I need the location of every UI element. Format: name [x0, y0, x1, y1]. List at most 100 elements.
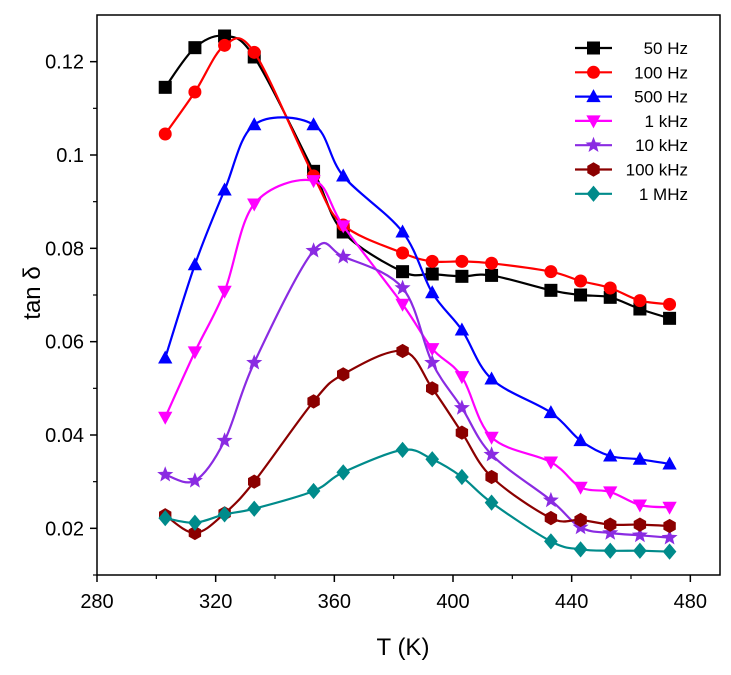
data-point: [306, 117, 321, 131]
x-tick-label: 480: [674, 591, 707, 613]
data-point: [484, 494, 499, 511]
data-point: [483, 446, 500, 462]
x-axis-label: T (K): [377, 634, 430, 661]
data-point: [544, 265, 558, 279]
series-line: [164, 116, 670, 465]
series-line: [165, 448, 670, 553]
data-point: [158, 350, 173, 364]
data-point: [603, 448, 618, 462]
y-tick-label: 0.08: [45, 238, 84, 260]
data-point: [484, 371, 499, 385]
data-point: [425, 254, 439, 268]
data-point: [426, 381, 439, 396]
data-point: [395, 441, 410, 459]
data-point: [603, 542, 618, 559]
data-point: [455, 254, 469, 268]
data-point: [425, 451, 440, 468]
data-point: [188, 41, 202, 55]
data-point: [188, 525, 202, 541]
data-point: [425, 285, 440, 299]
legend-label: 1 kHz: [645, 112, 688, 131]
legend-marker: [586, 89, 601, 103]
data-point: [396, 343, 409, 359]
data-point: [542, 491, 559, 508]
data-point: [157, 466, 174, 482]
data-point: [218, 38, 232, 52]
x-tick-label: 440: [555, 591, 588, 613]
legend-marker: [586, 115, 601, 129]
data-point: [544, 283, 558, 297]
legend-marker: [587, 162, 600, 177]
data-point: [395, 298, 410, 312]
data-point: [484, 431, 499, 445]
data-point: [454, 371, 470, 385]
data-point: [158, 80, 172, 94]
data-point: [396, 246, 410, 260]
x-tick-label: 400: [436, 591, 469, 613]
data-point: [485, 469, 498, 485]
data-point: [663, 518, 676, 534]
data-point: [662, 456, 677, 470]
data-point: [217, 285, 232, 299]
data-point: [336, 220, 351, 234]
data-point: [604, 517, 617, 532]
data-point: [187, 257, 203, 271]
x-tick-label: 360: [318, 591, 351, 613]
data-point: [247, 198, 262, 212]
data-point: [453, 399, 470, 415]
data-point: [544, 510, 558, 526]
legend-label: 1 MHz: [639, 185, 688, 204]
data-point: [663, 297, 677, 311]
data-point: [187, 346, 203, 360]
data-point: [186, 472, 203, 488]
data-point: [307, 394, 320, 409]
data-point: [158, 411, 173, 425]
x-tick-label: 280: [80, 591, 113, 613]
data-point: [603, 281, 617, 295]
x-tick-label: 320: [199, 591, 232, 613]
data-point: [574, 288, 588, 302]
data-point: [218, 29, 232, 43]
legend-label: 100 kHz: [626, 161, 688, 180]
y-tick-label: 0.12: [45, 52, 84, 74]
data-point: [336, 168, 351, 182]
data-point: [425, 267, 439, 281]
data-point: [573, 481, 588, 495]
data-point: [188, 85, 202, 99]
series-line: [164, 242, 670, 539]
data-point: [306, 482, 321, 500]
data-point: [633, 517, 647, 532]
data-point: [485, 256, 499, 270]
data-point: [246, 354, 263, 370]
data-point: [633, 542, 647, 559]
data-point: [662, 543, 677, 560]
data-point: [217, 506, 232, 523]
legend-label: 10 kHz: [635, 136, 688, 155]
y-tick-label: 0.02: [45, 518, 84, 540]
data-point: [455, 425, 469, 440]
series-line: [164, 178, 670, 509]
data-point: [632, 499, 648, 513]
legend-marker: [587, 65, 600, 79]
data-point: [425, 343, 440, 357]
data-point: [247, 500, 262, 517]
data-point: [543, 456, 559, 470]
data-point: [602, 524, 619, 540]
legend-label: 500 Hz: [634, 88, 688, 107]
data-point: [455, 269, 469, 283]
legend-label: 50 Hz: [644, 39, 688, 58]
y-tick-label: 0.1: [56, 145, 84, 167]
data-point: [396, 265, 410, 279]
data-point: [394, 279, 411, 295]
data-point: [574, 274, 588, 288]
data-point: [216, 432, 233, 448]
y-axis-label: tan δ: [19, 266, 46, 319]
data-point: [188, 514, 202, 531]
data-point: [335, 248, 352, 264]
data-point: [544, 533, 558, 550]
legend-label: 100 Hz: [634, 63, 688, 82]
series-line: [164, 349, 670, 535]
data-point: [158, 127, 172, 141]
data-point: [573, 433, 588, 447]
